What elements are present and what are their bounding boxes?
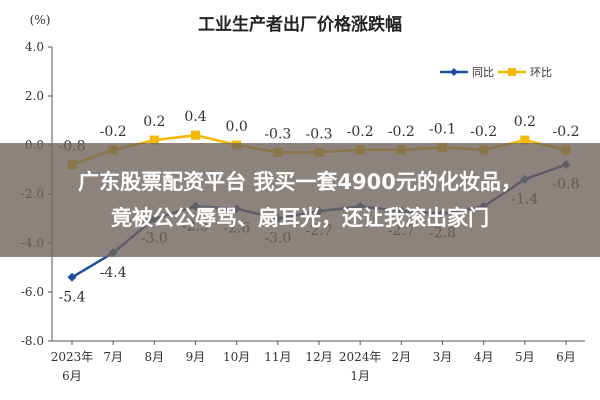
x-tick-label: 2024年 <box>339 350 382 364</box>
data-label: -0.2 <box>553 124 580 140</box>
data-label: -5.4 <box>59 289 86 305</box>
data-point <box>520 135 530 145</box>
x-tick-label: 2023年 <box>51 350 94 364</box>
data-label: -0.2 <box>388 124 415 140</box>
x-tick-label: 12月 <box>305 350 332 364</box>
data-label: 0.2 <box>143 114 165 130</box>
data-label: 0.2 <box>514 114 536 130</box>
data-label: -4.4 <box>100 265 127 281</box>
y-axis-unit: (%) <box>30 13 51 27</box>
x-tick-label: 1月 <box>350 369 370 383</box>
legend-marker <box>450 68 458 76</box>
data-label: -0.3 <box>264 126 291 142</box>
data-label: -0.2 <box>347 124 374 140</box>
legend-marker <box>508 68 516 76</box>
y-tick-label: 2.0 <box>25 89 44 103</box>
overlay-line-2: 竟被公公辱骂、扇耳光，还让我滚出家门 <box>111 206 489 230</box>
data-label: -0.3 <box>306 126 333 142</box>
y-tick-label: 4.0 <box>25 40 44 54</box>
data-point <box>149 135 159 145</box>
data-label: -0.2 <box>470 124 497 140</box>
data-point <box>191 130 200 140</box>
legend-label: 环比 <box>530 66 552 79</box>
data-point <box>67 272 77 282</box>
x-tick-label: 3月 <box>433 350 453 364</box>
data-label: 0.0 <box>226 119 248 135</box>
legend: 同比 环比 <box>440 66 552 79</box>
x-tick-label: 2月 <box>392 350 412 364</box>
x-tick-label: 6月 <box>62 369 82 383</box>
x-tick-label: 7月 <box>103 350 123 364</box>
x-tick-label: 4月 <box>474 350 494 364</box>
y-tick-label: -8.0 <box>21 334 44 348</box>
data-label: -0.2 <box>100 124 127 140</box>
data-label: 0.4 <box>184 109 206 125</box>
x-tick-label: 8月 <box>145 350 165 364</box>
legend-label: 同比 <box>472 66 494 79</box>
data-label: -0.1 <box>429 121 456 137</box>
y-tick-label: -6.0 <box>21 285 44 299</box>
overlay-line-1: 广东股票配资平台 我买一套4900元的化妆品， <box>78 170 522 194</box>
x-tick-label: 9月 <box>186 350 206 364</box>
x-tick-label: 5月 <box>515 350 535 364</box>
x-tick-label: 11月 <box>264 350 291 364</box>
x-tick-label: 6月 <box>556 350 576 364</box>
overlay-banner: 广东股票配资平台 我买一套4900元的化妆品， 竟被公公辱骂、扇耳光，还让我滚出… <box>0 143 600 257</box>
x-tick-label: 10月 <box>223 350 250 364</box>
chart-title: 工业生产者出厂价格涨跌幅 <box>198 14 402 35</box>
